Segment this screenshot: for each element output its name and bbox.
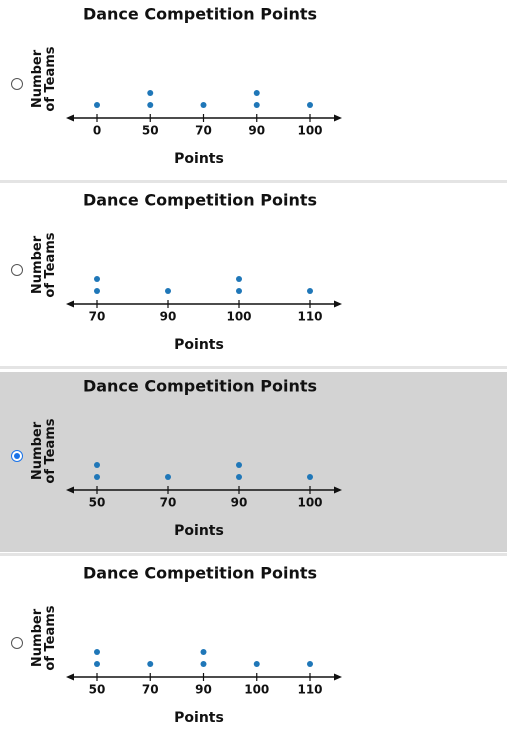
x-tick-label: 110 xyxy=(297,310,322,324)
dot xyxy=(236,462,242,468)
dot xyxy=(147,90,154,96)
dot-stack xyxy=(165,288,171,294)
x-axis-label: Points xyxy=(174,337,224,353)
dot xyxy=(94,102,100,108)
y-axis-label: Number of Teams xyxy=(30,232,58,298)
dot-stack xyxy=(307,661,313,667)
radio-dot xyxy=(14,453,20,459)
dot xyxy=(165,288,171,294)
dot xyxy=(94,462,100,468)
dot xyxy=(200,102,207,108)
chart-title: Dance Competition Points xyxy=(83,191,317,210)
answer-option[interactable]: Dance Competition Points Points 50 70 90 100 1… xyxy=(0,559,507,739)
dot-stack xyxy=(236,462,242,480)
dot xyxy=(147,661,154,667)
dot-stack xyxy=(307,474,313,480)
radio-button[interactable] xyxy=(11,264,23,276)
dot xyxy=(94,661,100,667)
dot-stack xyxy=(165,474,171,480)
dot xyxy=(147,102,154,108)
dot xyxy=(253,102,260,108)
separator xyxy=(0,366,507,369)
x-tick-label: 100 xyxy=(297,496,322,510)
dot-stack xyxy=(253,90,260,108)
answer-option[interactable]: Dance Competition Points Points 50 70 90 100 N… xyxy=(0,372,507,552)
axis-arrow xyxy=(66,673,74,681)
x-axis-label: Points xyxy=(174,151,224,167)
dot xyxy=(253,90,260,96)
x-tick-label: 90 xyxy=(248,124,265,138)
x-tick-label: 90 xyxy=(160,310,177,324)
axis-arrow xyxy=(334,486,342,494)
dot-stack xyxy=(94,462,100,480)
x-tick-label: 70 xyxy=(142,683,159,697)
dot xyxy=(94,276,100,282)
x-tick-label: 70 xyxy=(160,496,177,510)
dot xyxy=(94,649,100,655)
radio-button[interactable] xyxy=(11,637,23,649)
dot xyxy=(165,474,171,480)
axis-arrow xyxy=(66,114,74,122)
x-tick-label: 100 xyxy=(297,124,322,138)
separator xyxy=(0,553,507,556)
x-tick-label: 0 xyxy=(93,124,101,138)
x-tick-label: 90 xyxy=(231,496,248,510)
dot-stack xyxy=(147,661,154,667)
x-tick-label: 50 xyxy=(89,683,106,697)
dot-stack xyxy=(307,288,313,294)
x-tick-label: 90 xyxy=(195,683,212,697)
dot-stack xyxy=(94,649,100,667)
dot xyxy=(253,661,260,667)
dot xyxy=(307,288,313,294)
answer-option[interactable]: Dance Competition Points Points 0 50 70 90 100… xyxy=(0,0,507,180)
radio-button[interactable] xyxy=(11,78,23,90)
x-tick-label: 70 xyxy=(195,124,212,138)
dot-plot: Dance Competition Points Points 70 90 100 110 xyxy=(11,191,342,353)
dot xyxy=(94,474,100,480)
axis-arrow xyxy=(66,486,74,494)
y-axis-label: Number of Teams xyxy=(30,605,58,671)
axis-arrow xyxy=(66,300,74,308)
y-axis-label: Number of Teams xyxy=(30,418,58,484)
chart-title: Dance Competition Points xyxy=(83,564,317,583)
x-axis-label: Points xyxy=(174,523,224,539)
x-axis-label: Points xyxy=(174,710,224,726)
dot-plot: Dance Competition Points Points 0 50 70 90 100 xyxy=(11,5,342,167)
dot-plot: Dance Competition Points Points 50 70 90 100 1… xyxy=(11,564,342,726)
x-tick-label: 100 xyxy=(226,310,251,324)
x-tick-label: 100 xyxy=(244,683,269,697)
dot xyxy=(200,661,207,667)
y-axis-label: Number of Teams xyxy=(30,46,58,112)
axis-arrow xyxy=(334,300,342,308)
x-tick-label: 110 xyxy=(297,683,322,697)
dot-stack xyxy=(94,102,100,108)
answer-option[interactable]: Dance Competition Points Points 70 90 100 110… xyxy=(0,186,507,366)
dot-stack xyxy=(253,661,260,667)
axis-arrow xyxy=(334,673,342,681)
chart-title: Dance Competition Points xyxy=(83,377,317,396)
axis-arrow xyxy=(334,114,342,122)
separator xyxy=(0,180,507,183)
dot-stack xyxy=(236,276,242,294)
dot-plot: Dance Competition Points Points 50 70 90 100 xyxy=(11,377,342,539)
dot xyxy=(200,649,207,655)
dot-stack xyxy=(200,102,207,108)
dot xyxy=(236,288,242,294)
x-tick-label: 50 xyxy=(89,496,106,510)
x-tick-label: 70 xyxy=(89,310,106,324)
x-tick-label: 50 xyxy=(142,124,159,138)
dot-stack xyxy=(147,90,154,108)
dot-stack xyxy=(94,276,100,294)
dot xyxy=(236,474,242,480)
dot xyxy=(94,288,100,294)
dot xyxy=(236,276,242,282)
dot-stack xyxy=(307,102,313,108)
dot xyxy=(307,474,313,480)
dot xyxy=(307,102,313,108)
chart-title: Dance Competition Points xyxy=(83,5,317,24)
dot-stack xyxy=(200,649,207,667)
dot xyxy=(307,661,313,667)
